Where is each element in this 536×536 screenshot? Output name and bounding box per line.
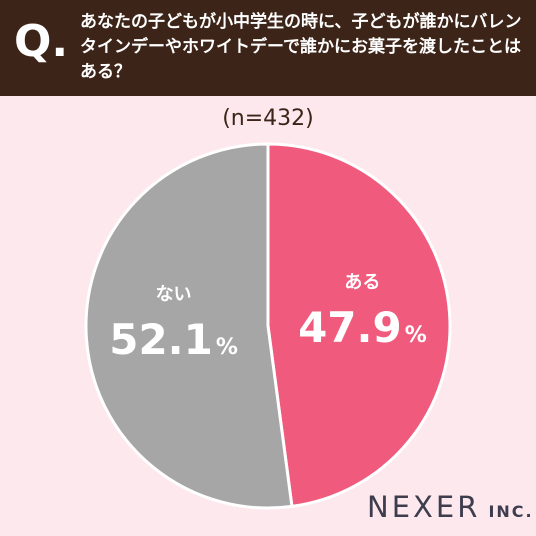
pie-slice-nai bbox=[84, 142, 294, 510]
question-text: あなたの子どもが小中学生の時に、子どもが誰かにバレンタインデーやホワイトデーで誰… bbox=[80, 12, 522, 82]
slice-value-nai: 52.1% bbox=[109, 315, 238, 364]
pie-slice-aru bbox=[266, 142, 452, 509]
question-header: Q. あなたの子どもが小中学生の時に、子どもが誰かにバレンタインデーやホワイトデ… bbox=[0, 0, 536, 96]
sample-size: (n=432) bbox=[222, 106, 314, 131]
brand-name: NEXER bbox=[367, 490, 481, 524]
brand-logo: NEXER INC. bbox=[367, 490, 534, 524]
slice-value-aru: 47.9% bbox=[298, 303, 427, 352]
q-mark: Q. bbox=[14, 16, 69, 67]
slice-label-aru: ある bbox=[344, 272, 380, 293]
slice-label-nai: ない bbox=[156, 284, 192, 305]
brand-suffix: INC. bbox=[488, 502, 534, 521]
